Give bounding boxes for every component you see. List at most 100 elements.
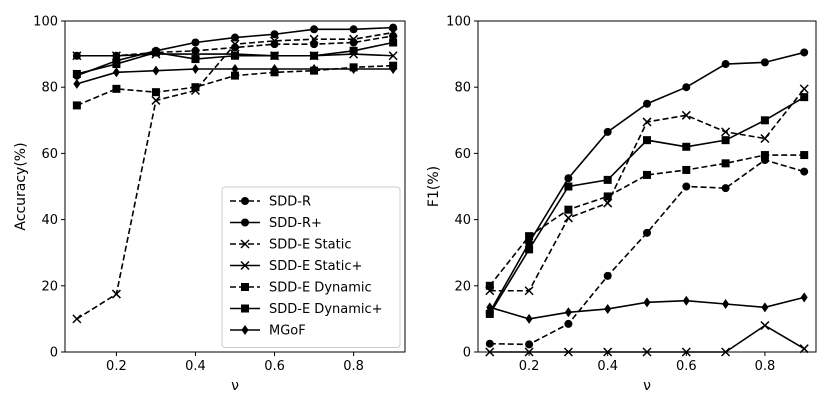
legend-marker-sdd-e-static-plus <box>240 260 250 271</box>
legend-label-sdd-e-static: SDD-E Static <box>269 238 351 253</box>
right-point-sdd-e-static-8 <box>799 84 809 94</box>
right-line-sdd-e-static-plus <box>489 324 805 353</box>
left-xtick-label-3: 0.8 <box>343 359 364 374</box>
right-point-sdd-e-static-5 <box>681 110 691 120</box>
left-point-mgof-0 <box>73 78 81 89</box>
right-line-sdd-r <box>489 159 805 346</box>
right-point-sdd-e-dynamic-plus-0 <box>485 309 494 318</box>
left-xtick-label-1: 0.4 <box>185 359 206 374</box>
left-point-sdd-e-static-1 <box>111 289 121 299</box>
right-point-sdd-r-2 <box>564 319 573 328</box>
left-point-sdd-e-dynamic-plus-5 <box>270 51 279 60</box>
legend-entry-sdd-e-dynamic: SDD-E Dynamic <box>230 281 372 296</box>
right-line-sdd-r-plus <box>489 51 805 313</box>
accuracy-chart-panel: 0.2 0.4 0.6 0.8 0 20 40 60 80 100 ν Accuracy(%) SDD-… <box>13 15 406 394</box>
left-point-sdd-r-plus-6 <box>310 25 319 34</box>
right-point-sdd-r-plus-2 <box>564 174 573 183</box>
left-point-mgof-2 <box>152 65 160 76</box>
right-point-sdd-r-0 <box>485 339 494 348</box>
left-point-sdd-r-plus-7 <box>349 25 358 34</box>
left-point-sdd-r-plus-5 <box>270 30 279 39</box>
legend-entry-sdd-r-plus: SDD-R+ <box>230 216 322 231</box>
right-point-mgof-8 <box>800 292 808 303</box>
right-line-sdd-e-dynamic-plus <box>489 96 805 315</box>
left-point-sdd-e-dynamic-0 <box>72 101 81 110</box>
right-ytick-label-1: 20 <box>454 279 471 294</box>
left-xtick-label-0: 0.2 <box>106 359 127 374</box>
legend-marker-sdd-e-static <box>240 239 250 249</box>
left-point-sdd-e-static-4 <box>230 39 240 49</box>
left-point-sdd-e-dynamic-4 <box>231 71 239 80</box>
legend-entry-sdd-e-static-plus: SDD-E Static+ <box>230 259 362 274</box>
f1-chart-panel: 0.2 0.4 0.6 0.8 0 20 40 60 80 100 ν F1(%) <box>426 15 817 394</box>
legend-box <box>221 186 401 348</box>
left-point-mgof-4 <box>231 63 239 74</box>
right-point-mgof-0 <box>486 302 494 313</box>
right-xtick-label-1: 0.4 <box>597 359 618 374</box>
right-ytick-label-2: 40 <box>454 213 471 228</box>
left-ytick-label-0: 0 <box>50 346 58 361</box>
right-point-mgof-2 <box>564 307 572 318</box>
right-xtick-label-0: 0.2 <box>519 359 540 374</box>
right-point-sdd-e-dynamic-5 <box>682 165 691 174</box>
right-point-sdd-e-dynamic-3 <box>603 192 612 201</box>
legend-marker-sdd-r-plus <box>241 218 249 227</box>
left-point-sdd-e-static-6 <box>309 34 319 44</box>
left-point-sdd-e-static-plus-1 <box>111 51 121 61</box>
right-point-sdd-e-static-4 <box>642 117 652 127</box>
legend-marker-sdd-e-dynamic <box>241 283 249 291</box>
right-point-sdd-r-1 <box>525 340 534 349</box>
right-ytick-label-0: 0 <box>463 346 471 361</box>
right-point-sdd-e-dynamic-1 <box>525 232 534 241</box>
right-point-sdd-r-plus-7 <box>760 58 769 67</box>
right-plot-frame <box>477 20 817 353</box>
right-point-sdd-e-static-2 <box>563 213 573 223</box>
right-point-sdd-e-dynamic-7 <box>760 151 769 160</box>
right-point-sdd-e-static-plus-8 <box>799 344 809 354</box>
right-ytick-label-4: 80 <box>454 81 471 96</box>
left-point-sdd-r-plus-3 <box>191 38 200 47</box>
right-point-sdd-r-plus-5 <box>682 83 691 92</box>
right-point-mgof-3 <box>604 303 612 314</box>
left-ytick-label-1: 20 <box>41 279 58 294</box>
left-point-mgof-8 <box>389 63 397 74</box>
left-point-sdd-e-dynamic-plus-4 <box>231 51 239 60</box>
right-series-sdd-e-static <box>485 84 809 296</box>
right-point-sdd-r-8 <box>800 167 809 176</box>
legend-label-sdd-e-dynamic-plus: SDD-E Dynamic+ <box>269 302 383 317</box>
left-point-sdd-e-dynamic-3 <box>191 83 200 92</box>
left-ytick-label-4: 80 <box>41 81 58 96</box>
right-y-axis-label: F1(%) <box>426 166 442 207</box>
legend-label-mgof: MGoF <box>269 324 306 339</box>
right-point-sdd-r-3 <box>603 271 612 280</box>
legend-entry-sdd-e-static: SDD-E Static <box>230 238 351 253</box>
right-series-sdd-e-dynamic-plus <box>485 93 809 318</box>
right-x-axis-label: ν <box>643 378 651 394</box>
right-point-sdd-e-dynamic-8 <box>800 151 809 160</box>
legend-marker-mgof <box>241 325 249 335</box>
left-series-mgof <box>73 63 397 89</box>
left-point-sdd-e-static-plus-8 <box>388 51 398 61</box>
right-point-sdd-e-dynamic-4 <box>643 170 651 179</box>
right-point-sdd-r-plus-6 <box>721 60 730 69</box>
left-plot-frame <box>64 20 406 353</box>
left-point-sdd-e-dynamic-2 <box>151 88 160 97</box>
right-point-sdd-r-4 <box>643 228 651 237</box>
left-point-sdd-e-dynamic-plus-2 <box>151 48 160 57</box>
right-point-mgof-6 <box>722 299 730 310</box>
right-point-sdd-e-dynamic-plus-1 <box>525 245 534 254</box>
right-point-sdd-r-5 <box>682 182 691 191</box>
left-point-sdd-e-static-8 <box>388 28 398 38</box>
left-series-sdd-e-dynamic-plus <box>72 38 398 78</box>
left-x-axis-label: ν <box>231 378 239 394</box>
right-point-sdd-e-dynamic-2 <box>564 205 573 214</box>
right-series-sdd-e-dynamic <box>485 151 809 290</box>
right-xtick-label-2: 0.6 <box>676 359 697 374</box>
left-point-sdd-e-dynamic-plus-8 <box>389 38 398 47</box>
left-point-mgof-5 <box>271 63 279 74</box>
left-point-sdd-e-static-0 <box>72 314 82 324</box>
left-point-mgof-7 <box>350 63 358 74</box>
right-point-mgof-1 <box>525 313 533 324</box>
right-point-sdd-r-plus-4 <box>643 99 651 108</box>
